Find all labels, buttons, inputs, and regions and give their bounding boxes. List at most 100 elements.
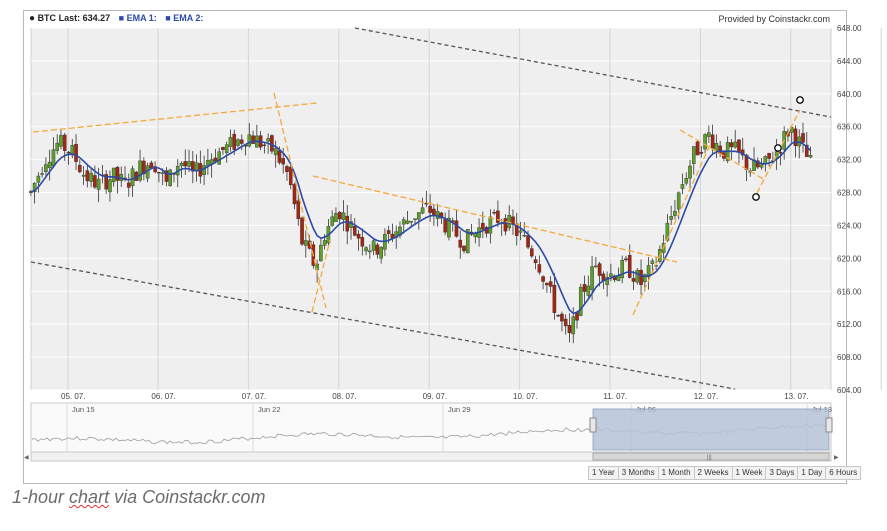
candle-body — [676, 192, 681, 210]
marker-circle — [752, 193, 760, 201]
candle-body — [288, 166, 293, 186]
candle-body — [202, 165, 206, 175]
candle-body — [319, 244, 323, 262]
candle-body — [541, 276, 545, 282]
candle-body — [763, 156, 768, 164]
candle-body — [334, 213, 338, 222]
candle-body — [639, 269, 643, 285]
navigator-right-handle[interactable] — [825, 417, 833, 433]
x-tick-label: 10. 07. — [513, 392, 537, 401]
candle-body — [699, 151, 704, 154]
range-button[interactable]: 1 Week — [732, 467, 767, 479]
provider-credit[interactable]: Provided by Coinstackr.com — [718, 14, 830, 24]
candle-body — [236, 139, 240, 146]
navigator-left-handle[interactable] — [589, 417, 597, 433]
candle-body — [138, 160, 142, 181]
candle-body — [74, 143, 78, 162]
x-tick-label: 05. 07. — [61, 392, 85, 401]
candle-body — [778, 152, 783, 154]
scroll-right-icon[interactable]: ▶ — [834, 455, 839, 461]
range-button[interactable]: 1 Month — [658, 467, 695, 479]
candle-body — [432, 208, 436, 216]
candle-body — [767, 152, 771, 159]
y-tick-label: 644.00 — [837, 57, 862, 66]
candle-body — [360, 237, 365, 247]
candle-body — [417, 212, 421, 220]
candle-body — [533, 259, 538, 264]
candle-body — [304, 240, 308, 246]
candle-body — [93, 175, 97, 188]
navigator-label: Jun 15 — [72, 405, 95, 414]
candle-body — [187, 161, 191, 167]
candle-body — [481, 222, 485, 230]
scroll-left-icon[interactable]: ◀ — [24, 455, 29, 461]
candle-body — [631, 278, 636, 282]
support-line-2 — [632, 144, 711, 316]
y-tick-label: 604.00 — [837, 386, 862, 395]
candle-body — [496, 210, 500, 223]
candle-body — [273, 148, 278, 156]
range-button[interactable]: 2 Weeks — [694, 467, 733, 479]
range-button[interactable]: 6 Hours — [826, 467, 861, 479]
candle-body — [345, 215, 350, 232]
candle-body — [66, 151, 71, 154]
candle-body — [341, 212, 346, 220]
candle-body — [563, 318, 568, 327]
legend-dot-icon: ● — [29, 13, 36, 24]
candle-body — [386, 230, 391, 234]
candle-body — [262, 144, 267, 146]
candle-body — [530, 248, 534, 257]
legend-last-label: Last: — [58, 13, 81, 23]
candle-body — [78, 164, 82, 173]
candle-body — [191, 161, 195, 172]
candle-body — [684, 177, 689, 184]
candle-body — [439, 212, 444, 219]
resistance-line-2 — [312, 175, 678, 263]
y-tick-label: 648.00 — [837, 24, 862, 33]
candle-body — [337, 211, 342, 220]
candle-body — [707, 132, 711, 137]
candle-body — [804, 144, 809, 157]
candle-body — [179, 162, 184, 167]
candle-body — [443, 219, 447, 233]
range-button[interactable]: 3 Days — [766, 467, 799, 479]
candle-body — [164, 170, 169, 182]
navigator-selection[interactable] — [592, 408, 830, 451]
candle-body — [183, 161, 188, 167]
candle-body — [206, 160, 210, 166]
scrollbar-track[interactable] — [30, 451, 832, 462]
candle-body — [695, 141, 700, 156]
candle-body — [44, 164, 48, 172]
candle-body — [688, 165, 692, 179]
support-line-1 — [311, 239, 331, 313]
candle-body — [364, 247, 368, 252]
legend-ema2: ■ EMA 2: — [165, 13, 204, 23]
scrollbar-thumb[interactable] — [592, 452, 830, 461]
candle-body — [40, 173, 44, 175]
candle-body — [36, 175, 41, 183]
candle-body — [149, 162, 154, 168]
candle-body — [710, 134, 715, 149]
x-tick-label: 08. 07. — [332, 392, 356, 401]
marker-circle — [774, 144, 782, 152]
candle-body — [104, 174, 108, 190]
candle-body — [578, 287, 583, 316]
candle-body — [526, 235, 530, 248]
scrollbar-grip-icon: ||| — [707, 455, 712, 461]
candle-body — [224, 144, 229, 154]
candle-body — [545, 283, 549, 286]
candle-body — [221, 147, 225, 150]
x-tick-label: 09. 07. — [423, 392, 447, 401]
candle-body — [737, 139, 741, 152]
legend-ema1-label: EMA 1: — [126, 13, 157, 23]
candle-body — [32, 183, 37, 193]
candle-body — [85, 170, 90, 182]
range-button[interactable]: 1 Day — [798, 467, 827, 479]
y-tick-label: 620.00 — [837, 254, 862, 263]
candle-body — [70, 144, 75, 156]
candle-body — [808, 155, 813, 158]
candle-body — [55, 142, 60, 151]
range-button[interactable]: 3 Months — [618, 467, 659, 479]
candle-body — [130, 168, 135, 187]
range-button[interactable]: 1 Year — [589, 467, 619, 479]
